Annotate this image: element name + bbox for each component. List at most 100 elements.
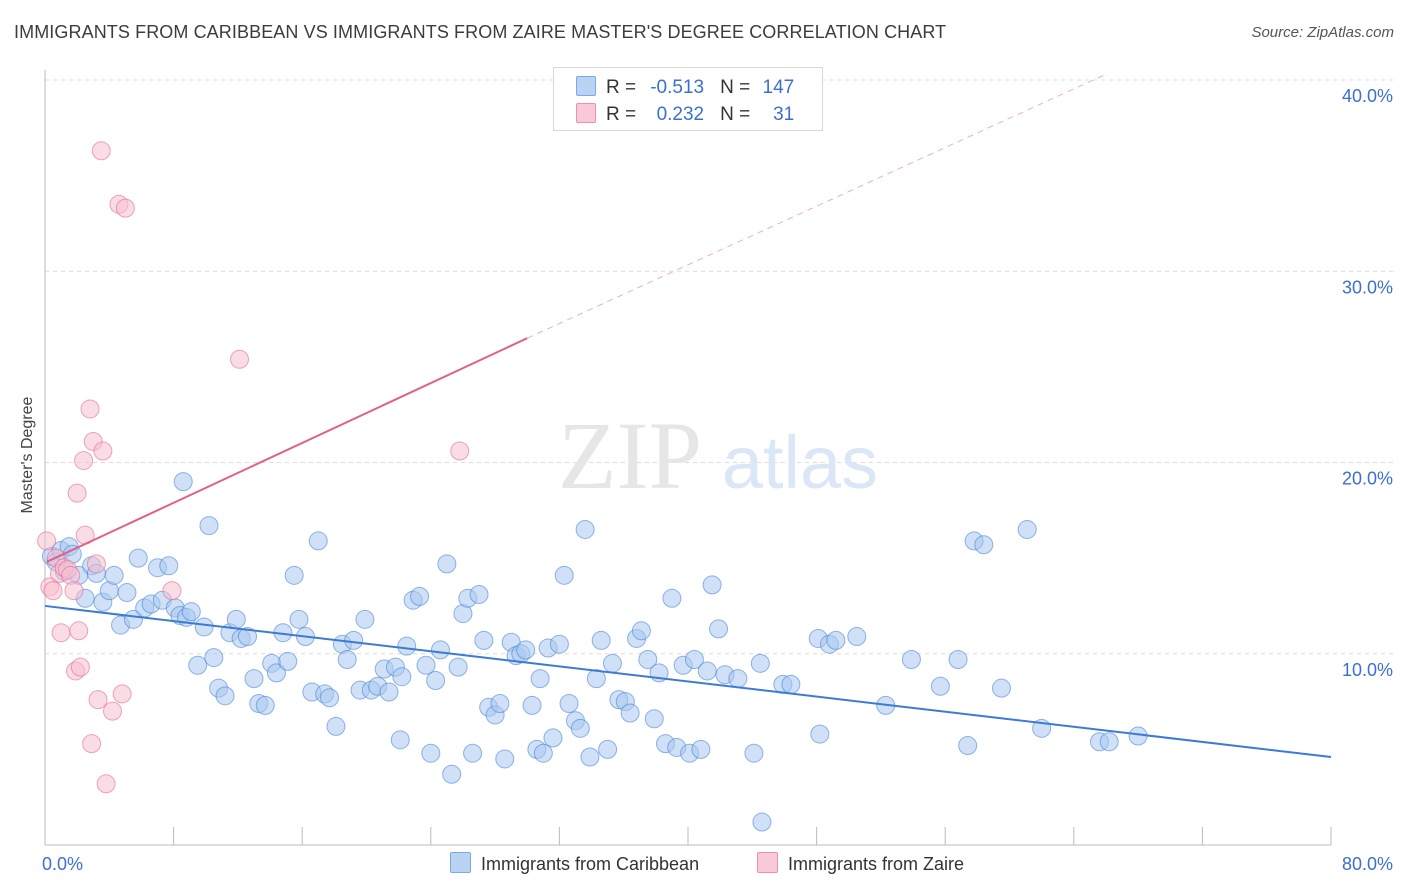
y-tick-label: 30.0%: [1342, 277, 1393, 297]
caribbean-point: [1099, 732, 1119, 752]
caribbean-point: [516, 640, 536, 660]
caribbean-point: [533, 743, 553, 763]
caribbean-n-value: 147: [762, 77, 795, 98]
caribbean-point: [901, 649, 921, 669]
zaire-point: [37, 531, 57, 551]
zaire-point: [70, 657, 90, 677]
caribbean-point: [416, 655, 436, 675]
caribbean-point: [1017, 519, 1037, 539]
caribbean-point: [744, 743, 764, 763]
caribbean-point: [530, 669, 550, 689]
zaire-r-value: 0.232: [656, 104, 705, 125]
caribbean-point: [469, 584, 489, 604]
zaire-n-value: 31: [773, 104, 795, 125]
caribbean-point: [474, 630, 494, 650]
caribbean-point: [586, 669, 606, 689]
caribbean-point: [691, 739, 711, 759]
caribbean-point: [379, 682, 399, 702]
caribbean-point: [826, 630, 846, 650]
caribbean-point: [750, 653, 770, 673]
caribbean-legend-swatch: [450, 852, 471, 873]
caribbean-point: [392, 667, 412, 687]
caribbean-point: [948, 649, 968, 669]
caribbean-point: [697, 661, 717, 681]
zaire-point: [74, 451, 94, 471]
caribbean-point: [204, 648, 224, 668]
zaire-point: [80, 399, 100, 419]
caribbean-point: [570, 718, 590, 738]
caribbean-point: [266, 663, 286, 683]
n-label: N =: [720, 77, 751, 98]
y-tick-label: 20.0%: [1342, 469, 1393, 489]
caribbean-point: [173, 472, 193, 492]
zaire-trend-line: [46, 337, 528, 563]
zaire-point: [162, 581, 182, 601]
caribbean-point: [326, 716, 346, 736]
caribbean-point: [958, 736, 978, 756]
caribbean-point: [426, 671, 446, 691]
data-points: [37, 141, 1148, 832]
caribbean-point: [543, 728, 563, 748]
y-tick-labels: 10.0% 20.0% 30.0% 40.0%: [1342, 86, 1393, 680]
zaire-point: [103, 701, 123, 721]
zaire-point: [86, 554, 106, 574]
y-tick-label: 40.0%: [1342, 86, 1393, 106]
zaire-swatch: [576, 103, 596, 123]
caribbean-point: [442, 764, 462, 784]
zaire-point: [67, 483, 87, 503]
caribbean-point: [490, 693, 510, 713]
zaire-point: [93, 441, 113, 461]
r-label: R =: [606, 104, 637, 125]
caribbean-point: [188, 655, 208, 675]
legend-item-zaire[interactable]: Immigrants from Zaire: [757, 852, 964, 875]
caribbean-point: [684, 649, 704, 669]
legend-item-caribbean[interactable]: Immigrants from Caribbean: [450, 852, 699, 875]
caribbean-point: [255, 695, 275, 715]
zaire-point: [82, 734, 102, 754]
caribbean-point: [991, 678, 1011, 698]
zaire-legend-label: Immigrants from Zaire: [788, 854, 965, 874]
caribbean-point: [644, 709, 664, 729]
caribbean-point: [226, 609, 246, 629]
zaire-legend-swatch: [757, 852, 778, 873]
caribbean-point: [631, 621, 651, 641]
caribbean-r-value: -0.513: [650, 77, 705, 98]
caribbean-point: [128, 548, 148, 568]
caribbean-point: [437, 554, 457, 574]
caribbean-legend-label: Immigrants from Caribbean: [481, 854, 700, 874]
caribbean-point: [702, 575, 722, 595]
caribbean-swatch: [576, 76, 596, 96]
caribbean-point: [598, 739, 618, 759]
zaire-point: [88, 690, 108, 710]
watermark-atlas: atlas: [722, 421, 878, 504]
zaire-point: [96, 774, 116, 794]
caribbean-point: [463, 743, 483, 763]
trend-lines: [44, 73, 1332, 759]
caribbean-point: [289, 609, 309, 629]
caribbean-point: [421, 743, 441, 763]
caribbean-point: [104, 565, 124, 585]
caribbean-trend-line: [44, 604, 1332, 759]
caribbean-point: [448, 657, 468, 677]
caribbean-point: [181, 602, 201, 622]
caribbean-point: [602, 653, 622, 673]
caribbean-point: [549, 634, 569, 654]
caribbean-point: [397, 636, 417, 656]
caribbean-point: [410, 586, 430, 606]
grid-lines: [45, 79, 1395, 655]
caribbean-point: [638, 649, 658, 669]
caribbean-point: [781, 674, 801, 694]
caribbean-point: [320, 688, 340, 708]
caribbean-point: [495, 749, 515, 769]
caribbean-point: [194, 617, 214, 637]
zaire-point: [51, 623, 71, 643]
x-tick-label: 0.0%: [42, 854, 83, 874]
zaire-trend-extension: [527, 73, 1107, 339]
caribbean-point: [430, 640, 450, 660]
r-label: R =: [606, 77, 637, 98]
y-tick-label: 10.0%: [1342, 660, 1393, 680]
caribbean-point: [662, 588, 682, 608]
chart-title: IMMIGRANTS FROM CARIBBEAN VS IMMIGRANTS …: [14, 22, 947, 42]
caribbean-point: [355, 609, 375, 629]
